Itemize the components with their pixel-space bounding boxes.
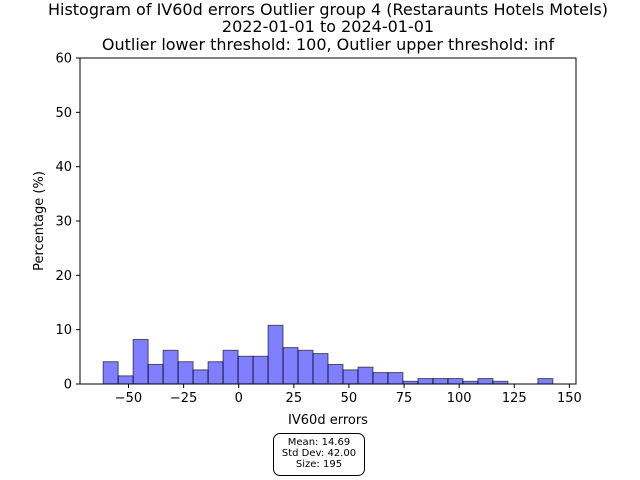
x-axis-label: IV60d errors bbox=[288, 413, 368, 428]
stats-size: Size: 195 bbox=[295, 459, 343, 470]
x-tick-label: 125 bbox=[502, 391, 527, 406]
histogram-bar bbox=[267, 324, 284, 385]
histogram-bar bbox=[447, 378, 464, 385]
histogram-bar bbox=[432, 378, 449, 385]
histogram-bar bbox=[312, 353, 329, 385]
histogram-bar bbox=[237, 355, 254, 385]
histogram-bar bbox=[297, 349, 314, 385]
histogram-bar bbox=[222, 349, 239, 385]
histogram-bar bbox=[177, 361, 194, 385]
histogram-bar bbox=[207, 361, 224, 385]
x-tick-label: 0 bbox=[235, 391, 243, 406]
x-tick-label: 75 bbox=[396, 391, 413, 406]
histogram-bar bbox=[327, 363, 344, 385]
y-tick-label: 30 bbox=[55, 215, 72, 230]
stats-std-dev: Std Dev: 42.00 bbox=[281, 448, 357, 459]
y-tick-label: 10 bbox=[55, 323, 72, 338]
histogram-bar bbox=[342, 369, 359, 385]
y-tick-label: 0 bbox=[64, 378, 72, 393]
plot-area-frame bbox=[79, 57, 577, 385]
histogram-bar bbox=[537, 378, 554, 385]
y-axis-label: Percentage (%) bbox=[32, 171, 47, 271]
histogram-bar bbox=[387, 372, 404, 385]
y-tick-label: 60 bbox=[55, 52, 72, 67]
x-tick-label: 150 bbox=[557, 391, 582, 406]
x-tick-label: −25 bbox=[170, 391, 197, 406]
x-tick-label: 25 bbox=[286, 391, 303, 406]
histogram-bar bbox=[417, 378, 434, 385]
stats-mean: Mean: 14.69 bbox=[287, 437, 351, 448]
histogram-bar bbox=[357, 366, 374, 385]
x-tick-label: 50 bbox=[341, 391, 358, 406]
x-tick-label: 100 bbox=[447, 391, 472, 406]
chart-title-line-3: Outlier lower threshold: 100, Outlier up… bbox=[102, 35, 555, 54]
histogram-bar bbox=[102, 361, 119, 385]
chart-title-line-1: Histogram of IV60d errors Outlier group … bbox=[48, 0, 608, 19]
histogram-bar bbox=[372, 372, 389, 385]
histogram-bar bbox=[282, 347, 299, 385]
x-tick-label: −50 bbox=[115, 391, 142, 406]
stats-box: Mean: 14.69 Std Dev: 42.00 Size: 195 bbox=[273, 433, 365, 476]
chart-title-line-2: 2022-01-01 to 2024-01-01 bbox=[222, 17, 434, 36]
y-tick-label: 50 bbox=[55, 106, 72, 121]
histogram-bar bbox=[117, 375, 134, 385]
histogram-bar bbox=[477, 378, 494, 385]
y-tick-label: 20 bbox=[55, 269, 72, 284]
histogram-bar bbox=[162, 349, 179, 385]
histogram-bar bbox=[132, 338, 149, 385]
histogram-bar bbox=[147, 363, 164, 385]
y-tick-label: 40 bbox=[55, 160, 72, 175]
histogram-bar bbox=[252, 355, 269, 385]
histogram-bar bbox=[192, 369, 209, 385]
